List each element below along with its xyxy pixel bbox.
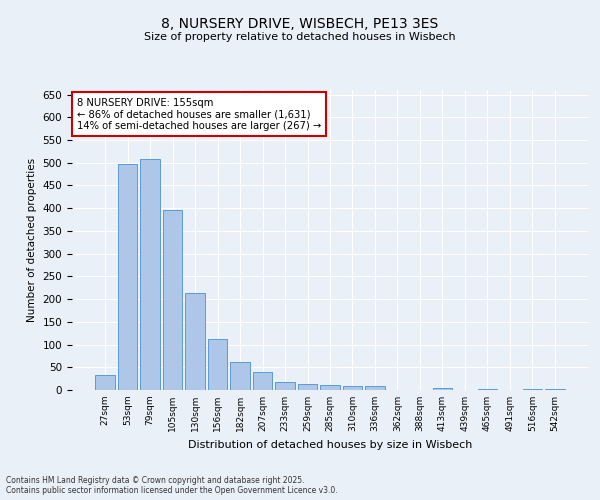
Bar [365,386,385,390]
Text: Contains HM Land Registry data © Crown copyright and database right 2025.
Contai: Contains HM Land Registry data © Crown c… [6,476,338,495]
Bar [185,293,205,390]
Bar [118,164,137,390]
Bar [298,384,317,390]
Text: 8, NURSERY DRIVE, WISBECH, PE13 3ES: 8, NURSERY DRIVE, WISBECH, PE13 3ES [161,18,439,32]
Bar [253,372,272,390]
Bar [478,389,497,390]
Bar [95,375,115,390]
Bar [343,386,362,390]
Bar [433,388,452,390]
Text: Size of property relative to detached houses in Wisbech: Size of property relative to detached ho… [144,32,456,42]
Bar [320,386,340,390]
Text: 8 NURSERY DRIVE: 155sqm
← 86% of detached houses are smaller (1,631)
14% of semi: 8 NURSERY DRIVE: 155sqm ← 86% of detache… [77,98,322,130]
Bar [208,339,227,390]
X-axis label: Distribution of detached houses by size in Wisbech: Distribution of detached houses by size … [188,440,472,450]
Y-axis label: Number of detached properties: Number of detached properties [27,158,37,322]
Bar [275,382,295,390]
Bar [140,159,160,390]
Bar [163,210,182,390]
Bar [230,362,250,390]
Bar [523,389,542,390]
Bar [545,388,565,390]
